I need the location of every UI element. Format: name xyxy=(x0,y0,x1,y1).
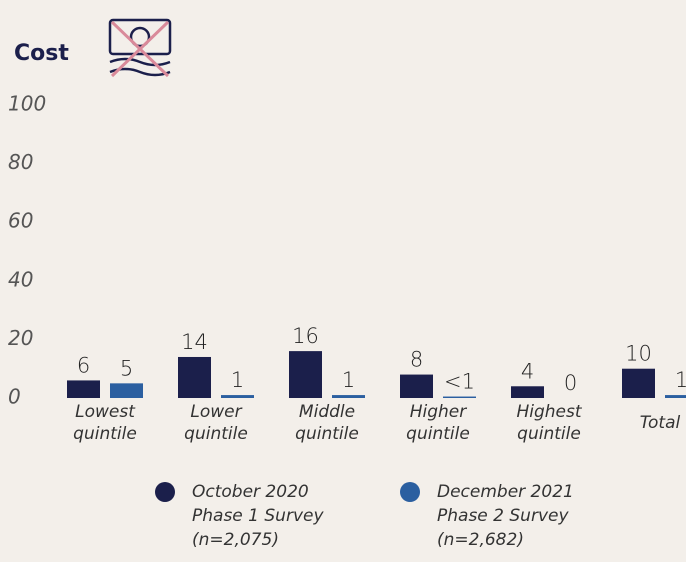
bar xyxy=(332,395,365,398)
bar xyxy=(110,383,143,398)
value-label: 6 xyxy=(77,353,90,377)
y-tick-label: 100 xyxy=(8,92,46,116)
bar xyxy=(178,356,211,398)
y-tick-label: 40 xyxy=(8,267,33,291)
value-label: 1 xyxy=(675,368,686,392)
chart-title: Cost xyxy=(14,41,69,66)
legend-label: December 2021 Phase 2 Survey (n=2,682) xyxy=(437,482,574,550)
y-tick-label: 20 xyxy=(8,326,33,350)
bar xyxy=(622,368,655,398)
x-tick-label: Lowest quintile xyxy=(73,402,137,444)
bar xyxy=(443,396,476,398)
x-tick-label: Highest quintile xyxy=(516,402,582,444)
x-tick-label: Higher quintile xyxy=(406,402,470,444)
value-label: 1 xyxy=(342,368,355,392)
legend-label: October 2020 Phase 1 Survey (n=2,075) xyxy=(192,482,324,550)
x-tick-label: Lower quintile xyxy=(184,402,248,444)
value-label: 0 xyxy=(564,371,577,395)
y-tick-label: 60 xyxy=(8,209,33,233)
y-tick-label: 80 xyxy=(8,150,33,174)
bar xyxy=(400,374,433,398)
value-label: 4 xyxy=(521,359,534,383)
legend-marker xyxy=(400,482,420,502)
bar xyxy=(289,351,322,398)
value-label: 14 xyxy=(181,330,208,354)
value-label: 5 xyxy=(120,356,133,380)
value-label: 16 xyxy=(292,324,319,348)
value-label: <1 xyxy=(444,370,475,394)
y-tick-label: 0 xyxy=(8,385,21,409)
x-tick-label: Total xyxy=(639,413,681,433)
value-label: 10 xyxy=(625,342,652,366)
bar xyxy=(67,380,100,398)
bar xyxy=(665,395,686,398)
bar xyxy=(221,395,254,398)
x-tick-label: Middle quintile xyxy=(295,402,359,444)
value-label: 1 xyxy=(231,368,244,392)
cost-icon xyxy=(108,18,172,78)
legend-marker xyxy=(155,482,175,502)
value-label: 8 xyxy=(410,348,423,372)
bar xyxy=(511,386,544,398)
